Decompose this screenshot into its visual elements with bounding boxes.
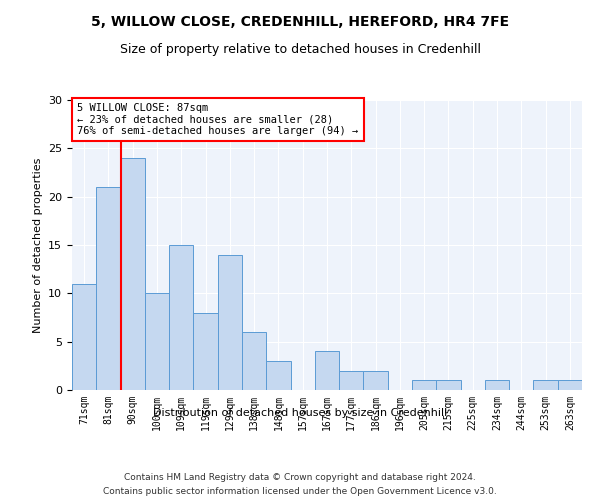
Bar	[121, 158, 145, 390]
Bar	[96, 187, 121, 390]
Text: Contains public sector information licensed under the Open Government Licence v3: Contains public sector information licen…	[103, 486, 497, 496]
Bar	[558, 380, 582, 390]
Bar	[193, 312, 218, 390]
Bar	[169, 245, 193, 390]
Bar	[412, 380, 436, 390]
Bar	[315, 352, 339, 390]
Text: 5, WILLOW CLOSE, CREDENHILL, HEREFORD, HR4 7FE: 5, WILLOW CLOSE, CREDENHILL, HEREFORD, H…	[91, 15, 509, 29]
Bar	[485, 380, 509, 390]
Text: Distribution of detached houses by size in Credenhill: Distribution of detached houses by size …	[153, 408, 447, 418]
Bar	[72, 284, 96, 390]
Bar	[266, 361, 290, 390]
Text: Size of property relative to detached houses in Credenhill: Size of property relative to detached ho…	[119, 42, 481, 56]
Y-axis label: Number of detached properties: Number of detached properties	[32, 158, 43, 332]
Bar	[533, 380, 558, 390]
Text: Contains HM Land Registry data © Crown copyright and database right 2024.: Contains HM Land Registry data © Crown c…	[124, 472, 476, 482]
Bar	[218, 254, 242, 390]
Bar	[364, 370, 388, 390]
Bar	[339, 370, 364, 390]
Bar	[242, 332, 266, 390]
Bar	[145, 294, 169, 390]
Text: 5 WILLOW CLOSE: 87sqm
← 23% of detached houses are smaller (28)
76% of semi-deta: 5 WILLOW CLOSE: 87sqm ← 23% of detached …	[77, 103, 358, 136]
Bar	[436, 380, 461, 390]
